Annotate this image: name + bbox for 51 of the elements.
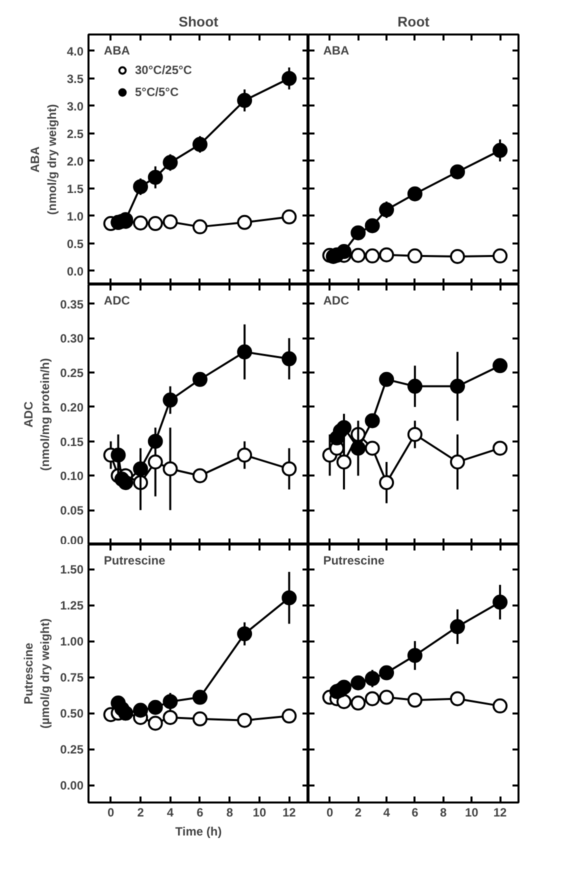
y-tick-label: 1.0 — [66, 209, 84, 224]
y-tick-label: 1.25 — [60, 598, 84, 613]
x-tick-label: 12 — [493, 806, 508, 820]
y-tick-label: 0.05 — [60, 504, 84, 518]
y-tick-label: 3.5 — [66, 72, 84, 86]
x-tick-label: 2 — [354, 806, 362, 820]
y-tick-label: 4.0 — [66, 44, 84, 58]
y-axis-title: Putrescine (µmol/g dry weight) — [21, 618, 52, 729]
x-axis-title: Time (h) — [175, 824, 222, 838]
y-axis-title: ADC (nmol/mg protein/h) — [21, 358, 52, 471]
annotation: Putrescine — [323, 554, 385, 568]
x-tick-label: 8 — [440, 806, 447, 820]
annotation: ADC — [104, 294, 130, 308]
x-tick-label: 6 — [196, 806, 204, 820]
chart-title: Shoot — [178, 14, 219, 30]
x-tick-label: 0 — [107, 806, 114, 820]
y-tick-label: 2.0 — [66, 154, 84, 168]
legend-label: 5°C/5°C — [135, 85, 179, 99]
y-tick-label: 0.50 — [60, 706, 84, 721]
y-tick-label: 0.5 — [66, 236, 84, 251]
y-tick-label: 0.25 — [60, 366, 84, 380]
y-tick-label: 0.15 — [60, 434, 84, 449]
y-axis-title: ABA (nmol/g dry weight) — [28, 104, 59, 215]
y-tick-label: 1.5 — [66, 182, 84, 196]
x-tick-label: 4 — [166, 806, 174, 820]
y-tick-label: 2.5 — [66, 126, 84, 141]
annotation: ABA — [104, 43, 130, 58]
y-tick-label: 0.20 — [60, 400, 84, 414]
x-tick-label: 6 — [412, 806, 419, 820]
y-tick-label: 0.75 — [60, 670, 84, 685]
y-tick-label: 1.50 — [60, 562, 84, 577]
y-tick-label: 3.0 — [66, 99, 84, 114]
y-tick-label: 0.10 — [60, 469, 84, 484]
y-tick-label: 0.0 — [66, 264, 84, 278]
y-tick-label: 0.25 — [60, 742, 84, 757]
x-tick-label: 4 — [383, 806, 390, 820]
annotation: ADC — [323, 294, 350, 308]
legend-label: 30°C/25°C — [135, 63, 192, 77]
annotation: Putrescine — [104, 554, 166, 568]
x-tick-label: 0 — [326, 806, 334, 820]
y-tick-label: 0.30 — [60, 332, 84, 346]
x-tick-label: 2 — [137, 806, 144, 820]
y-tick-label: 0.35 — [60, 297, 84, 312]
x-tick-label: 8 — [226, 806, 234, 820]
y-tick-label: 1.00 — [60, 634, 84, 649]
y-tick-label: 0.00 — [60, 778, 84, 793]
x-tick-label: 12 — [282, 806, 296, 820]
annotation: ABA — [323, 43, 350, 58]
x-tick-label: 10 — [252, 806, 266, 820]
x-tick-label: 10 — [465, 806, 479, 820]
chart-title: Root — [398, 14, 430, 30]
